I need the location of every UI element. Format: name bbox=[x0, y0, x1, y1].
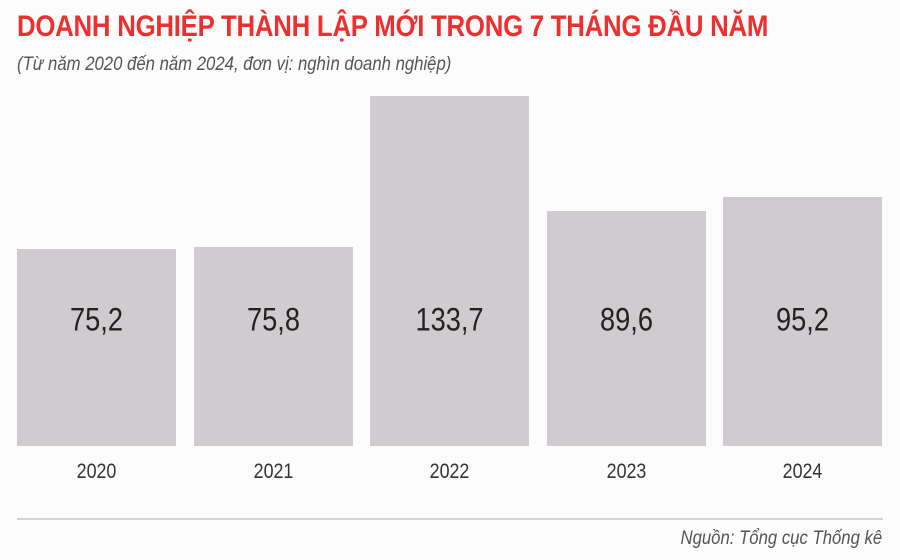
chart-subtitle: (Từ năm 2020 đến năm 2024, đơn vị: nghìn… bbox=[17, 54, 452, 75]
bar-2022: 133,7 bbox=[370, 96, 529, 446]
bar-value-label: 75,8 bbox=[247, 301, 300, 338]
bar-value-label: 95,2 bbox=[776, 301, 829, 338]
x-tick-label: 2021 bbox=[253, 460, 294, 483]
footer-divider bbox=[17, 518, 883, 520]
x-tick-label: 2023 bbox=[606, 460, 647, 483]
x-tick-label: 2020 bbox=[76, 460, 117, 483]
bar-value-label: 89,6 bbox=[600, 301, 653, 338]
x-tick-label: 2024 bbox=[782, 460, 823, 483]
bar-2021: 75,8 bbox=[194, 247, 353, 446]
bar-2024: 95,2 bbox=[723, 197, 882, 446]
x-tick-label: 2022 bbox=[429, 460, 470, 483]
chart-title: DOANH NGHIỆP THÀNH LẬP MỚI TRONG 7 THÁNG… bbox=[17, 10, 769, 43]
bar-value-label: 75,2 bbox=[70, 301, 123, 338]
source-note: Nguồn: Tổng cục Thống kê bbox=[680, 528, 882, 549]
bar-2023: 89,6 bbox=[547, 211, 706, 446]
bar-value-label: 133,7 bbox=[415, 301, 484, 338]
bar-2020: 75,2 bbox=[17, 249, 176, 446]
